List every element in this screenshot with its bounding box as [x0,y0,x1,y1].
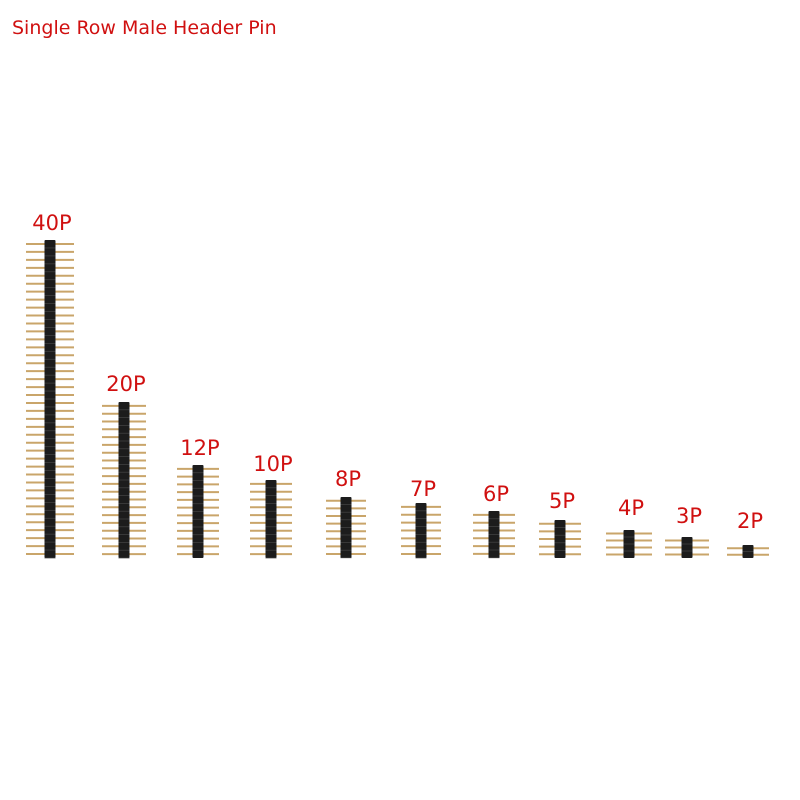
header-pin [326,497,366,559]
size-label: 4P [618,496,644,520]
plastic-body [554,520,566,558]
size-label: 3P [676,504,702,528]
size-label: 6P [483,482,509,506]
size-label: 7P [410,477,436,501]
header-pin [606,530,652,558]
size-label: 8P [335,467,361,491]
plastic-body [415,503,427,558]
header-pin [250,480,292,559]
header-pin [401,503,441,559]
header-pin [26,240,74,559]
headers: 40P 20P 12P 10P 8P 7P 6P 5P 4P 3P 2P [26,211,769,559]
size-label: 12P [180,436,219,460]
size-label: 20P [106,372,145,396]
header-pin [102,402,146,559]
header-pin [177,465,219,558]
header-pin [473,511,515,559]
header-pin [665,537,709,558]
size-label: 5P [549,489,575,513]
size-label: 40P [32,211,71,235]
size-label: 10P [253,452,292,476]
header-pin [727,545,769,558]
header-pin [539,520,581,558]
plastic-body [681,537,693,558]
size-label: 2P [737,509,763,533]
title: Single Row Male Header Pin [12,17,277,39]
